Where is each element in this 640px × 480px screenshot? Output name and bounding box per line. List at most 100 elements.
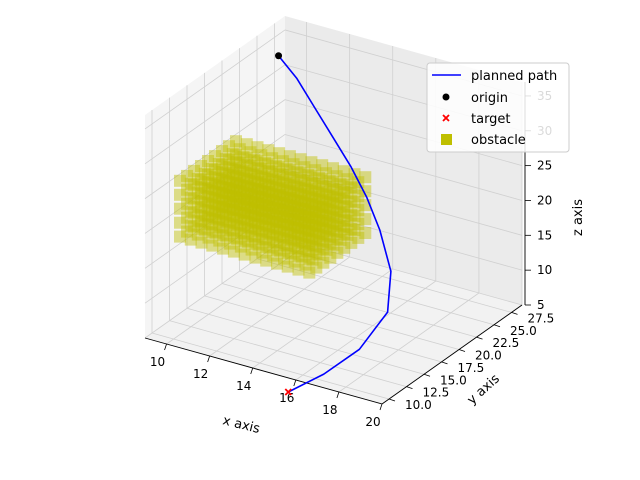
obstacle-marker [202, 196, 214, 209]
obstacle-marker [219, 153, 232, 166]
obstacle-marker [334, 192, 347, 205]
obstacle-marker [238, 213, 251, 226]
obstacle-marker [310, 261, 323, 274]
obstacle-marker [234, 198, 247, 211]
obstacle-marker [252, 196, 265, 209]
legend-item-planned-path: planned path [432, 69, 557, 84]
obstacle-marker [230, 149, 242, 162]
obstacle-marker [305, 156, 318, 169]
obstacle-marker [259, 178, 272, 190]
obstacle-marker [266, 152, 279, 165]
obstacle-marker [251, 141, 264, 154]
obstacle-marker [270, 236, 283, 249]
obstacle-marker [245, 243, 258, 256]
obstacle-marker [249, 209, 262, 222]
obstacle-marker [248, 188, 261, 201]
z-tick-label: 10 [537, 263, 552, 277]
obstacle-marker [327, 238, 340, 251]
obstacle-marker [174, 230, 186, 243]
obstacle-marker [295, 174, 308, 187]
obstacle-marker [295, 188, 308, 200]
obstacle-marker [266, 166, 279, 179]
obstacle-marker [270, 181, 283, 193]
obstacle-marker [337, 179, 350, 192]
obstacle-marker [327, 197, 340, 209]
obstacle-marker [237, 179, 250, 191]
obstacle-marker [216, 145, 228, 158]
obstacle-marker [313, 248, 326, 261]
obstacle-marker [206, 197, 219, 210]
obstacle-marker [288, 206, 301, 219]
obstacle-marker [266, 180, 279, 193]
obstacle-marker [331, 191, 344, 203]
obstacle-marker [255, 211, 268, 224]
obstacle-marker [256, 246, 269, 259]
obstacle-marker [266, 173, 279, 185]
x-axis-label: x axis [221, 413, 262, 437]
obstacle-marker [238, 185, 251, 198]
obstacle-marker [341, 201, 354, 214]
obstacle-marker [237, 193, 250, 205]
obstacle-marker [181, 183, 193, 196]
obstacle-marker [320, 209, 332, 221]
obstacle-marker [259, 219, 272, 232]
obstacle-marker [292, 228, 304, 241]
obstacle-marker [299, 258, 312, 271]
obstacle-marker [224, 237, 237, 250]
obstacle-marker [320, 222, 332, 235]
obstacle-marker [226, 162, 239, 175]
obstacle-marker [240, 166, 253, 179]
obstacle-marker [262, 200, 275, 212]
y-tick-label: 17.5 [458, 361, 485, 375]
obstacle-marker [280, 205, 293, 217]
obstacle-marker [227, 196, 240, 209]
planned-path-line [277, 55, 392, 393]
origin-marker [275, 52, 283, 60]
obstacle-marker [298, 161, 311, 174]
point-markers [275, 52, 292, 396]
obstacle-marker [238, 220, 251, 233]
obstacle-marker [248, 196, 261, 208]
obstacle-marker [255, 225, 268, 238]
obstacle-marker [317, 242, 330, 255]
obstacle-marker [240, 180, 253, 193]
obstacle-marker [331, 205, 344, 217]
obstacle-marker [223, 175, 236, 187]
obstacle-marker [248, 154, 261, 167]
obstacle-marker [216, 207, 229, 220]
obstacle-marker [231, 190, 244, 203]
obstacle-marker [227, 182, 240, 195]
obstacle-marker [219, 181, 232, 193]
obstacle-marker [234, 205, 247, 218]
obstacle-marker [255, 163, 268, 176]
obstacle-marker [226, 203, 239, 216]
obstacle-marker [310, 247, 323, 260]
obstacle-marker [280, 177, 293, 190]
grid-line-x-floor [209, 256, 350, 357]
obstacle-marker [310, 205, 323, 218]
obstacle-marker [273, 147, 286, 160]
obstacle-marker [302, 190, 315, 202]
obstacle-marker [341, 215, 354, 227]
obstacle-marker [259, 212, 272, 225]
obstacle-marker [195, 187, 207, 200]
obstacle-marker [240, 152, 253, 165]
obstacle-marker [288, 193, 301, 205]
obstacle-marker [302, 245, 315, 258]
obstacle-marker [288, 241, 301, 254]
obstacle-marker [267, 193, 280, 206]
obstacle-marker [195, 208, 208, 221]
obstacle-marker [317, 256, 330, 269]
obstacle-marker [309, 199, 322, 211]
grid-line-z-back [284, 203, 523, 271]
obstacle-marker [291, 166, 304, 179]
legend-item-origin: origin [442, 91, 508, 106]
obstacle-marker [295, 208, 308, 221]
obstacle-marker [259, 191, 272, 204]
obstacle-marker [223, 161, 236, 173]
obstacle-marker [306, 211, 319, 224]
obstacle-marker [294, 181, 307, 194]
y-tick-mark [476, 336, 483, 340]
obstacle-marker [209, 198, 222, 211]
